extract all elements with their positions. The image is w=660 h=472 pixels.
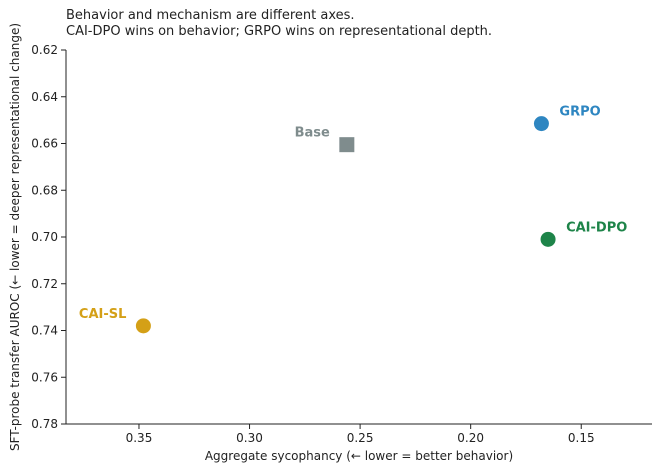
y-tick-label: 0.78 [31, 417, 58, 431]
chart-title: Behavior and mechanism are different axe… [66, 8, 355, 23]
data-points: Base GRPO CAI-DPO CAI-SL [79, 105, 627, 334]
point-cai-dpo [540, 231, 556, 247]
x-tick-label: 0.35 [126, 431, 153, 445]
x-tick-label: 0.20 [457, 431, 484, 445]
point-base [339, 137, 355, 153]
y-axis-label: SFT-probe transfer AUROC (← lower = deep… [8, 23, 22, 451]
x-tick-label: 0.30 [236, 431, 263, 445]
y-tick-label: 0.64 [31, 90, 58, 104]
x-axis-ticks: 0.35 0.30 0.25 0.20 0.15 [126, 424, 595, 445]
chart-subtitle: CAI-DPO wins on behavior; GRPO wins on r… [66, 24, 492, 39]
y-tick-label: 0.74 [31, 324, 58, 338]
x-tick-label: 0.15 [568, 431, 595, 445]
y-axis-ticks: 0.62 0.64 0.66 0.68 0.70 0.72 0.74 0.76 0.78 [31, 43, 66, 431]
y-tick-label: 0.72 [31, 277, 58, 291]
point-label-cai-sl: CAI-SL [79, 307, 126, 322]
y-tick-label: 0.68 [31, 183, 58, 197]
y-tick-label: 0.62 [31, 43, 58, 57]
point-grpo [533, 116, 549, 132]
x-tick-label: 0.25 [347, 431, 374, 445]
x-axis-label: Aggregate sycophancy (← lower = better b… [205, 449, 513, 463]
y-tick-label: 0.66 [31, 137, 58, 151]
point-label-cai-dpo: CAI-DPO [566, 220, 627, 235]
point-cai-sl [135, 318, 151, 334]
point-label-grpo: GRPO [559, 105, 600, 120]
point-label-base: Base [295, 126, 330, 141]
y-tick-label: 0.76 [31, 370, 58, 384]
y-tick-label: 0.70 [31, 230, 58, 244]
